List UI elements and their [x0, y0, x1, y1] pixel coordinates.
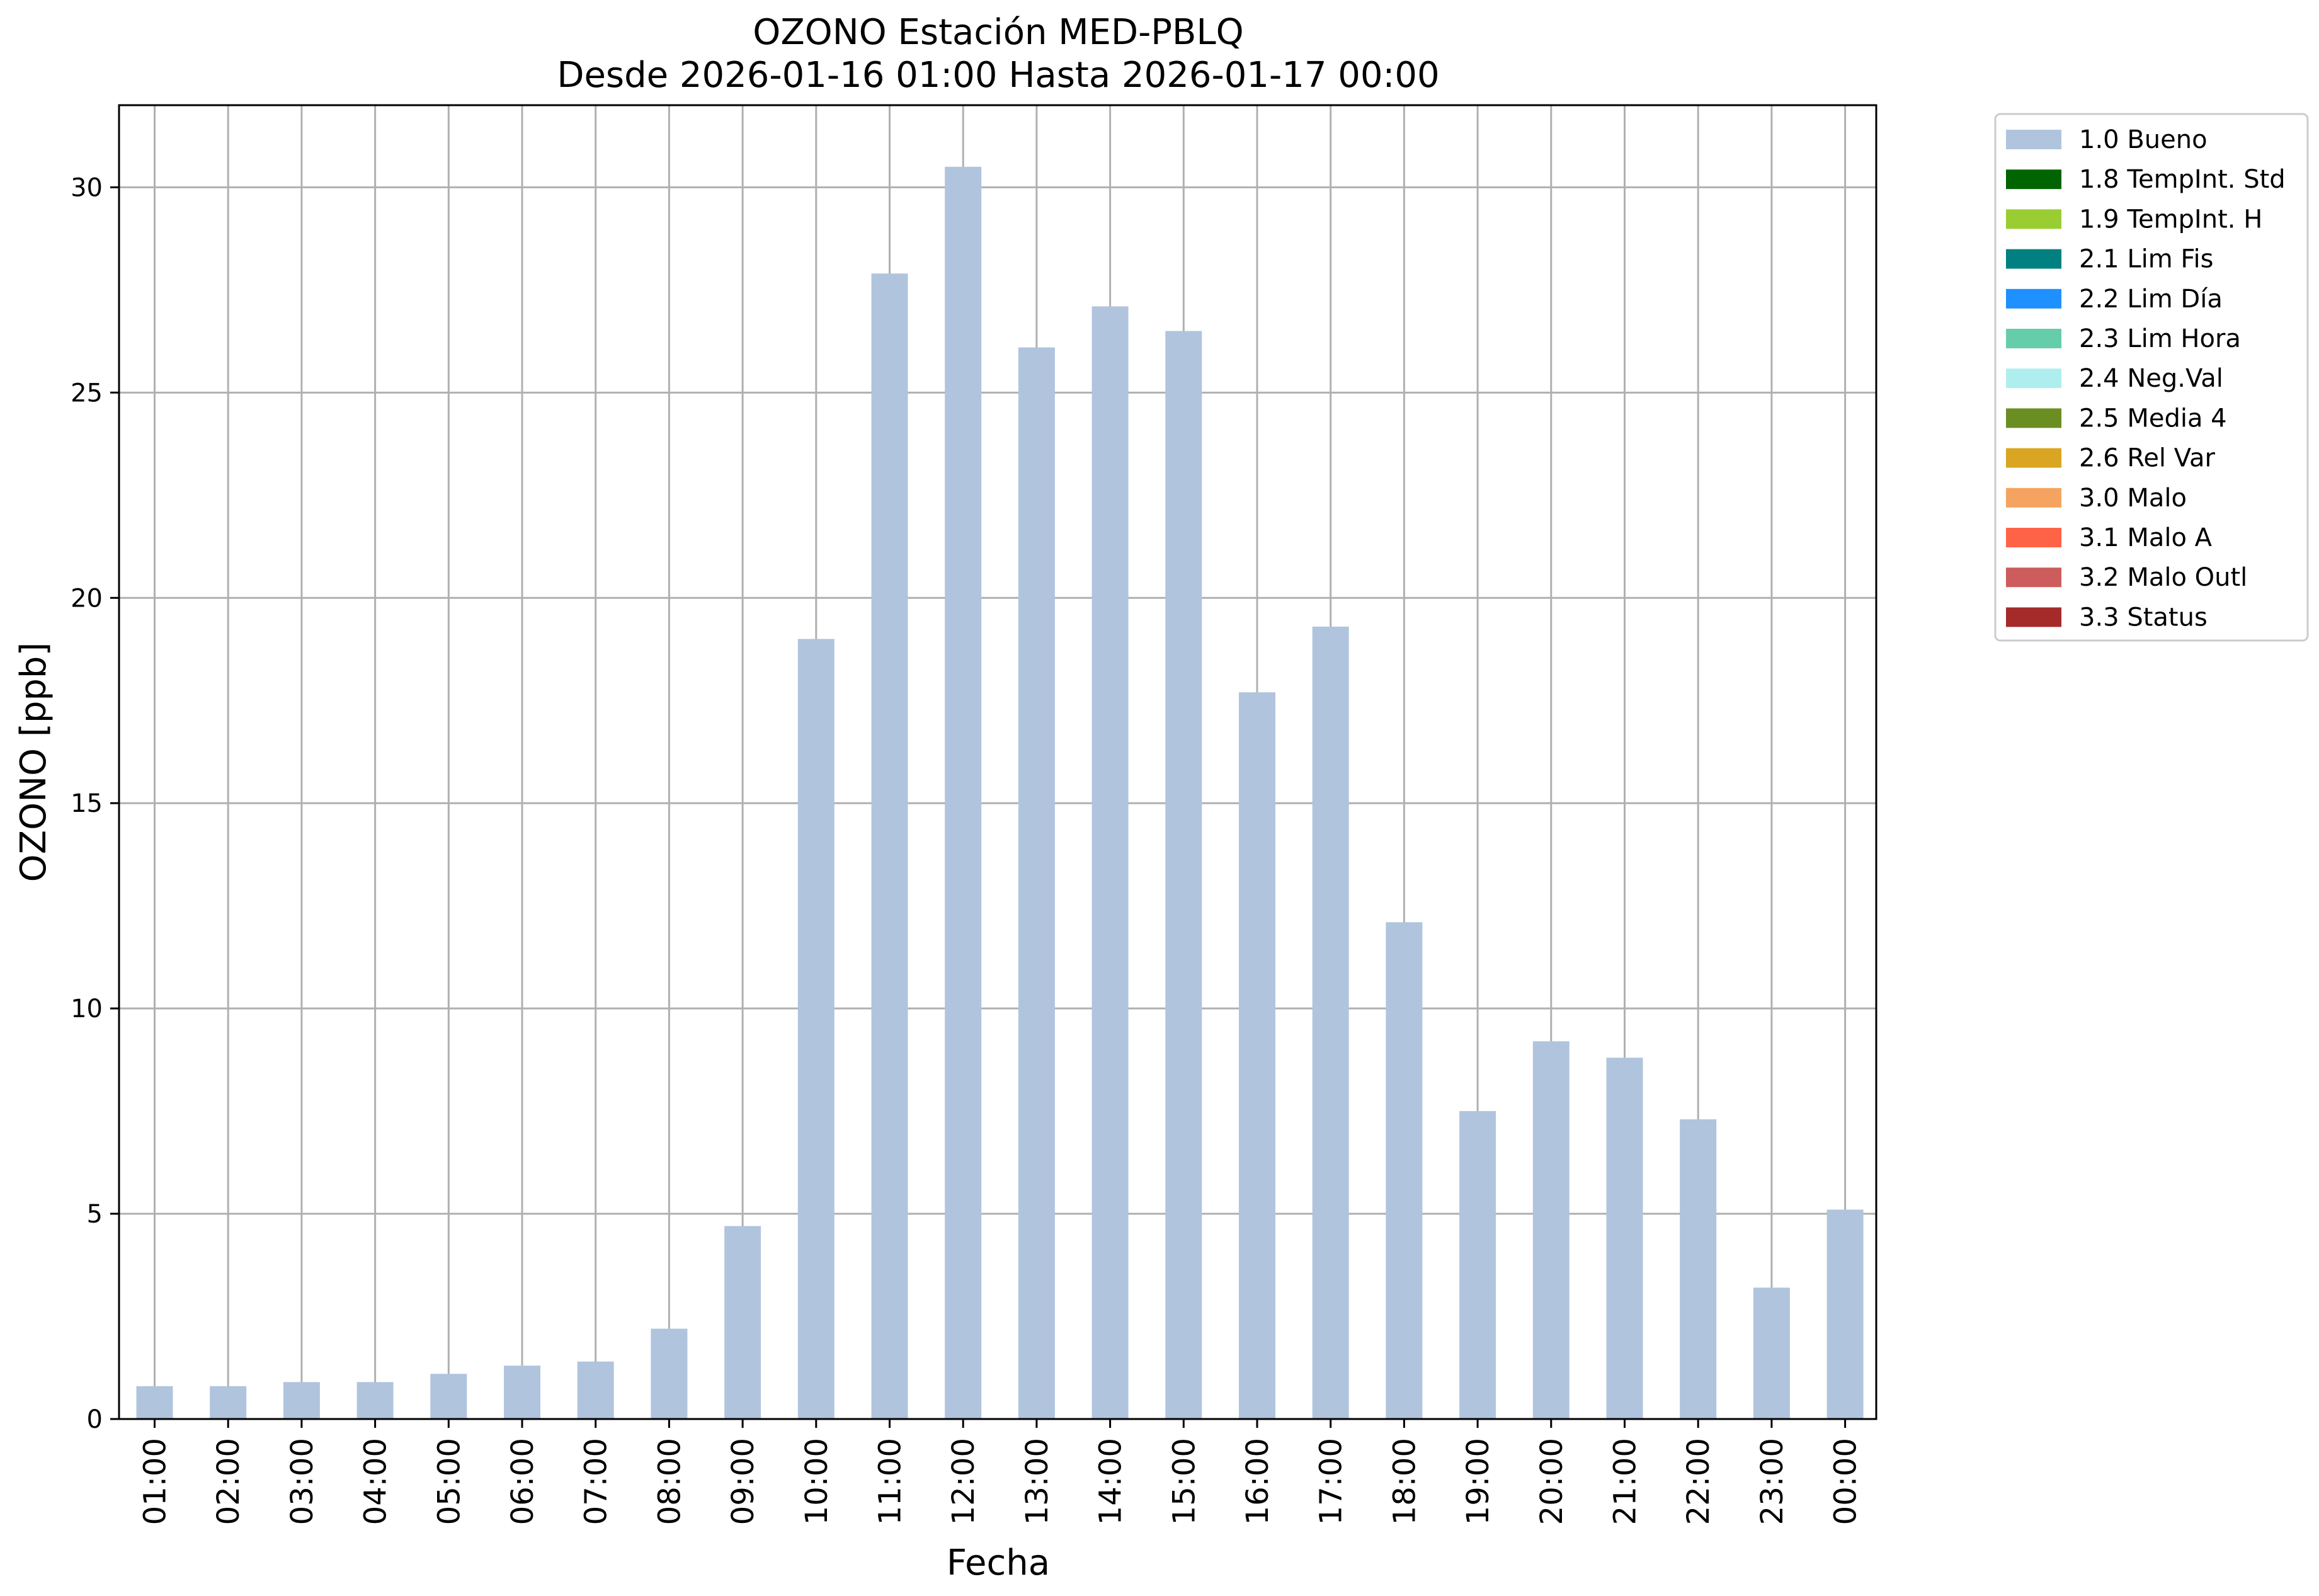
bar — [1680, 1119, 1717, 1419]
legend-label: 2.3 Lim Hora — [2079, 324, 2241, 353]
y-tick-label: 30 — [71, 173, 103, 202]
x-tick-label: 18:00 — [1387, 1438, 1422, 1525]
x-tick-label: 00:00 — [1828, 1438, 1864, 1525]
y-axis-ticks: 0 5 10 15 20 25 30 — [71, 173, 119, 1434]
x-tick-label: 02:00 — [211, 1438, 246, 1525]
x-axis-label: Fecha — [947, 1542, 1050, 1583]
x-tick-label: 23:00 — [1755, 1438, 1790, 1525]
legend-label: 1.0 Bueno — [2079, 125, 2208, 154]
x-tick-label: 13:00 — [1020, 1438, 1055, 1525]
legend-label: 2.5 Media 4 — [2079, 404, 2227, 433]
legend-frame — [1994, 113, 2309, 642]
legend: 1.0 Bueno 1.8 TempInt. Std 1.9 TempInt. H 2… — [1994, 113, 2309, 642]
legend-label: 3.3 Status — [2079, 603, 2208, 632]
legend-label: 3.2 Malo Outl — [2079, 563, 2247, 592]
x-tick-label: 16:00 — [1240, 1438, 1275, 1525]
x-tick-label: 09:00 — [726, 1438, 761, 1525]
x-tick-label: 14:00 — [1093, 1438, 1129, 1525]
bar — [1606, 1057, 1643, 1419]
legend-label: 2.6 Rel Var — [2079, 444, 2216, 473]
x-tick-label: 15:00 — [1166, 1438, 1202, 1525]
x-tick-label: 01:00 — [138, 1438, 173, 1525]
legend-swatch — [2006, 288, 2061, 309]
bar — [1091, 306, 1129, 1420]
legend-swatch — [2006, 130, 2061, 149]
y-tick-label: 5 — [87, 1200, 103, 1229]
legend-label: 2.2 Lim Día — [2079, 285, 2223, 314]
x-tick-label: 07:00 — [579, 1438, 614, 1525]
y-tick-label: 10 — [71, 995, 103, 1023]
bar — [1239, 692, 1275, 1419]
plot-frame — [118, 104, 1877, 1420]
bar — [1753, 1287, 1790, 1419]
chart-subtitle: Desde 2026-01-16 01:00 Hasta 2026-01-17 … — [557, 55, 1439, 96]
x-tick-label: 11:00 — [873, 1438, 908, 1525]
y-tick-label: 20 — [71, 584, 103, 613]
bar — [1532, 1041, 1570, 1419]
bar — [283, 1382, 320, 1419]
bar — [430, 1374, 467, 1419]
bars — [136, 166, 1864, 1420]
chart-title: OZONO Estación MED-PBLQ — [753, 12, 1244, 53]
legend-swatch — [2006, 249, 2061, 269]
legend-swatch — [2006, 329, 2061, 348]
bar — [724, 1226, 761, 1419]
legend-swatch — [2006, 448, 2061, 468]
x-tick-label: 12:00 — [946, 1438, 981, 1525]
bar — [1165, 331, 1202, 1419]
bar — [210, 1386, 247, 1419]
x-tick-label: 03:00 — [285, 1438, 320, 1525]
legend-swatch — [2006, 607, 2061, 627]
legend-swatch — [2006, 368, 2061, 389]
x-tick-label: 19:00 — [1461, 1438, 1496, 1525]
x-axis-ticks: 01:00 02:00 03:00 04:00 05:00 06:00 07:00 08:00… — [138, 1419, 1864, 1525]
x-tick-label: 21:00 — [1608, 1438, 1643, 1525]
legend-label: 1.9 TempInt. H — [2079, 205, 2262, 234]
y-axis-label: OZONO [ppb] — [13, 642, 54, 882]
y-tick-label: 25 — [71, 379, 103, 408]
bar — [1459, 1111, 1496, 1419]
bar — [1826, 1209, 1864, 1419]
legend-label: 3.0 Malo — [2079, 484, 2187, 513]
x-tick-label: 05:00 — [431, 1438, 467, 1525]
bar — [1018, 347, 1055, 1420]
bar — [577, 1361, 614, 1419]
bar — [651, 1328, 688, 1419]
x-tick-label: 08:00 — [652, 1438, 687, 1525]
bar — [1386, 922, 1423, 1419]
y-tick-label: 15 — [71, 789, 103, 818]
bar — [136, 1386, 173, 1419]
bar — [797, 639, 835, 1419]
y-tick-label: 0 — [87, 1405, 103, 1434]
legend-swatch — [2006, 209, 2061, 229]
legend-swatch — [2006, 408, 2061, 428]
legend-swatch — [2006, 169, 2061, 190]
legend-label: 2.1 Lim Fis — [2079, 245, 2213, 274]
x-tick-label: 20:00 — [1534, 1438, 1570, 1525]
bar — [504, 1365, 540, 1419]
bar — [356, 1382, 394, 1419]
legend-swatch — [2006, 528, 2061, 547]
bar — [871, 273, 908, 1419]
x-tick-label: 04:00 — [358, 1438, 394, 1525]
bar — [945, 166, 982, 1419]
legend-label: 3.1 Malo A — [2079, 523, 2213, 552]
legend-label: 2.4 Neg.Val — [2079, 364, 2223, 393]
legend-items: 1.0 Bueno 1.8 TempInt. Std 1.9 TempInt. H 2… — [2006, 125, 2286, 632]
legend-label: 1.8 TempInt. Std — [2079, 165, 2286, 194]
x-tick-label: 10:00 — [799, 1438, 835, 1525]
x-tick-label: 06:00 — [505, 1438, 540, 1525]
x-tick-label: 22:00 — [1681, 1438, 1716, 1525]
x-tick-label: 17:00 — [1314, 1438, 1349, 1525]
legend-swatch — [2006, 487, 2061, 508]
bar — [1312, 626, 1349, 1419]
legend-swatch — [2006, 567, 2061, 588]
